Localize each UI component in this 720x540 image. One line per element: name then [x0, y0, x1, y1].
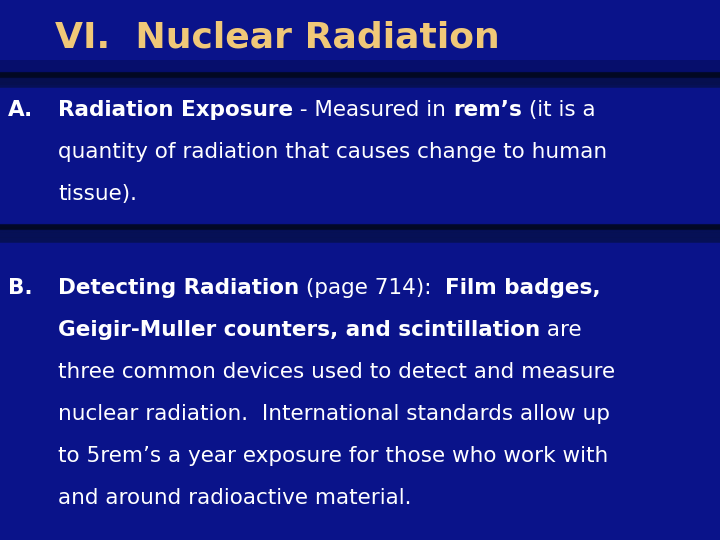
- Text: VI.  Nuclear Radiation: VI. Nuclear Radiation: [55, 21, 500, 55]
- Text: - Measured in: - Measured in: [293, 100, 453, 120]
- Text: (page 714):: (page 714):: [299, 278, 446, 298]
- Text: rem’s: rem’s: [453, 100, 522, 120]
- Text: three common devices used to detect and measure: three common devices used to detect and …: [58, 362, 615, 382]
- Text: B.: B.: [8, 278, 32, 298]
- Bar: [0, 60, 720, 85]
- Text: quantity of radiation that causes change to human: quantity of radiation that causes change…: [58, 142, 607, 162]
- Text: tissue).: tissue).: [58, 184, 137, 204]
- Text: Geigir-Muller counters, and scintillation: Geigir-Muller counters, and scintillatio…: [58, 320, 540, 340]
- Text: nuclear radiation.  International standards allow up: nuclear radiation. International standar…: [58, 404, 610, 424]
- Text: Detecting Radiation: Detecting Radiation: [58, 278, 299, 298]
- Text: are: are: [540, 320, 582, 340]
- Text: Radiation Exposure: Radiation Exposure: [58, 100, 293, 120]
- Text: to 5rem’s a year exposure for those who work with: to 5rem’s a year exposure for those who …: [58, 446, 608, 466]
- Text: and around radioactive material.: and around radioactive material.: [58, 488, 412, 508]
- Text: (it is a: (it is a: [522, 100, 595, 120]
- Text: Film badges,: Film badges,: [446, 278, 601, 298]
- Text: A.: A.: [8, 100, 33, 120]
